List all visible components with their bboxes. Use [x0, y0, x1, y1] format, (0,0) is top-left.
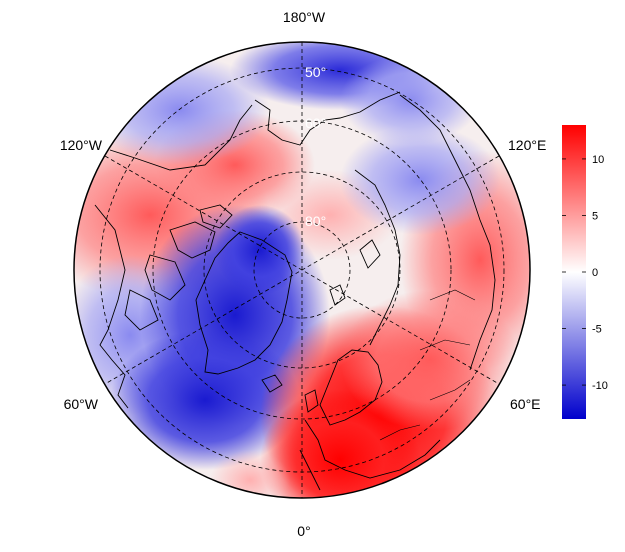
- colorbar-tick-label: -5: [592, 324, 602, 336]
- lon-label-180w: 180°W: [283, 9, 326, 25]
- lon-label-60w: 60°W: [64, 396, 99, 412]
- coastline-eurasia-arctic: [354, 169, 401, 346]
- colorbar-tick-label: 0: [592, 267, 598, 279]
- coastline-svalbard: [329, 239, 381, 306]
- colorbar-ticks: 10 5 0 -5 -10: [562, 154, 608, 392]
- coastline-canadian-archipelago: [124, 204, 233, 331]
- graticule: [99, 42, 505, 498]
- coastline-bering: [254, 91, 401, 146]
- longitude-labels: 180°W 120°E 60°E 0° 60°W 120°W: [60, 9, 546, 539]
- anomaly-field: [74, 42, 530, 498]
- lon-label-0: 0°: [297, 523, 310, 539]
- lat-label-60: 60°: [305, 115, 326, 131]
- coastline-north-america: [94, 104, 253, 409]
- colorbar: 10 5 0 -5 -10: [562, 125, 608, 419]
- lat-label-50: 50°: [305, 64, 326, 80]
- latitude-labels: 50° 60° 80°: [305, 64, 326, 229]
- map-boundary: [73, 41, 531, 499]
- lat-label-80: 80°: [305, 213, 326, 229]
- coastline-scandinavia: [319, 349, 383, 426]
- borders-asia: [379, 289, 476, 441]
- parallel-80: [253, 221, 351, 319]
- lon-label-120w: 120°W: [60, 137, 103, 153]
- colorbar-tick-label: 10: [592, 154, 604, 166]
- coastline-uk: [261, 374, 319, 413]
- lon-label-60e: 60°E: [510, 396, 541, 412]
- colorbar-tick-label: 5: [592, 210, 598, 222]
- coastlines: [94, 91, 496, 491]
- colorbar-tick-label: -10: [592, 380, 608, 392]
- parallel-70: [203, 171, 401, 369]
- coastline-eurasia-north: [399, 94, 496, 371]
- meridian-120e-60w: [104, 155, 500, 385]
- coastline-greenland: [195, 231, 293, 375]
- coastline-europe: [299, 419, 441, 491]
- lon-label-120e: 120°E: [508, 137, 546, 153]
